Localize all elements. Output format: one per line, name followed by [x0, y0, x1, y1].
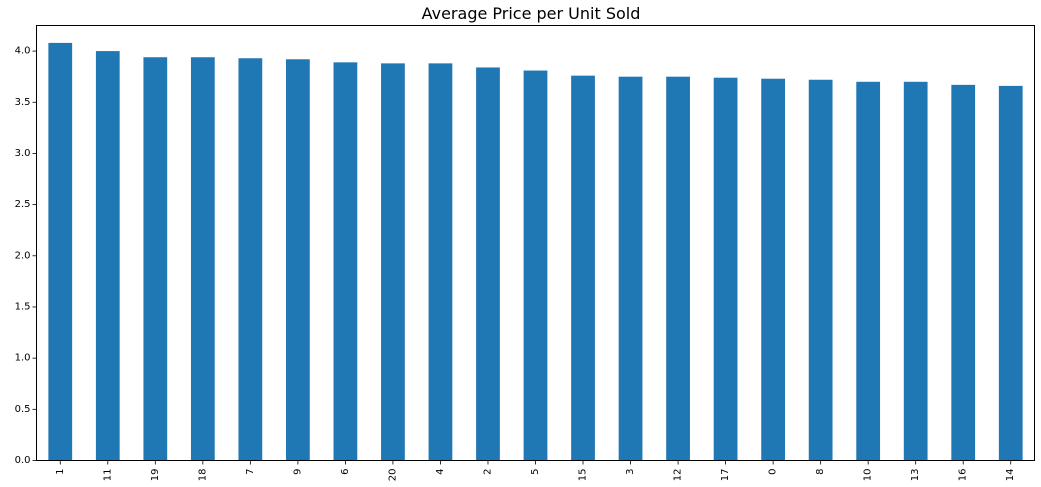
x-tick-label-18: 18: [197, 469, 208, 482]
y-axis: 0.0 0.5 1.0 1.5 2.0 2.5 3.0 3.5 4.0: [15, 46, 37, 466]
bar-8: [808, 79, 833, 461]
bar-11: [95, 51, 120, 461]
y-tick-label-4.0: 4.0: [15, 46, 31, 57]
bar-15: [571, 75, 595, 461]
bar-10: [856, 81, 881, 461]
bar-9: [286, 59, 310, 461]
x-tick-label-16: 16: [958, 469, 969, 482]
bar-16: [951, 84, 976, 461]
bar-17: [713, 77, 738, 461]
x-tick-label-4: 4: [435, 469, 446, 475]
x-tick-label-6: 6: [340, 469, 351, 475]
bar-14: [998, 85, 1023, 461]
bar-2: [476, 67, 500, 461]
x-tick-label-11: 11: [102, 469, 113, 482]
bar-3: [618, 76, 643, 461]
x-tick-label-9: 9: [292, 469, 303, 475]
bar-0: [761, 78, 785, 461]
x-tick-label-17: 17: [720, 469, 731, 482]
bar-6: [333, 62, 358, 461]
y-tick-label-1.5: 1.5: [15, 301, 31, 312]
bar-12: [666, 76, 690, 461]
x-tick-label-3: 3: [625, 469, 636, 475]
x-tick-label-10: 10: [863, 469, 874, 482]
bar-18: [190, 57, 215, 461]
x-tick-label-2: 2: [482, 469, 493, 475]
y-tick-label-1.0: 1.0: [15, 353, 31, 364]
x-tick-label-13: 13: [910, 469, 921, 482]
x-tick-label-7: 7: [245, 469, 256, 475]
chart-title: Average Price per Unit Sold: [422, 4, 641, 23]
bar-4: [428, 63, 453, 461]
x-tick-label-8: 8: [815, 469, 826, 475]
y-tick-label-3.5: 3.5: [15, 97, 31, 108]
y-tick-label-3.0: 3.0: [15, 148, 31, 159]
plot-frame: [36, 25, 1035, 461]
bar-20: [381, 63, 405, 461]
x-axis: 1 11 19 18 7 9 6 20 4 2 5 15 3 12 17 0 8 10 13 16 14: [55, 460, 1016, 482]
x-tick-label-5: 5: [530, 469, 541, 475]
x-tick-label-12: 12: [673, 469, 684, 482]
x-tick-label-19: 19: [150, 469, 161, 482]
y-tick-label-0.5: 0.5: [15, 404, 31, 415]
bars-layer: [48, 42, 1023, 461]
bar-13: [903, 81, 928, 461]
bar-1: [48, 42, 73, 461]
x-tick-label-14: 14: [1005, 469, 1016, 482]
x-tick-label-15: 15: [578, 469, 589, 482]
bar-7: [238, 58, 263, 461]
y-tick-label-2.0: 2.0: [15, 250, 31, 261]
y-tick-label-0.0: 0.0: [15, 455, 31, 466]
bar-19: [143, 57, 168, 461]
x-tick-label-0: 0: [768, 469, 779, 475]
y-tick-label-2.5: 2.5: [15, 199, 31, 210]
x-tick-label-1: 1: [55, 469, 66, 475]
bar-5: [523, 70, 548, 461]
x-tick-label-20: 20: [387, 469, 398, 482]
